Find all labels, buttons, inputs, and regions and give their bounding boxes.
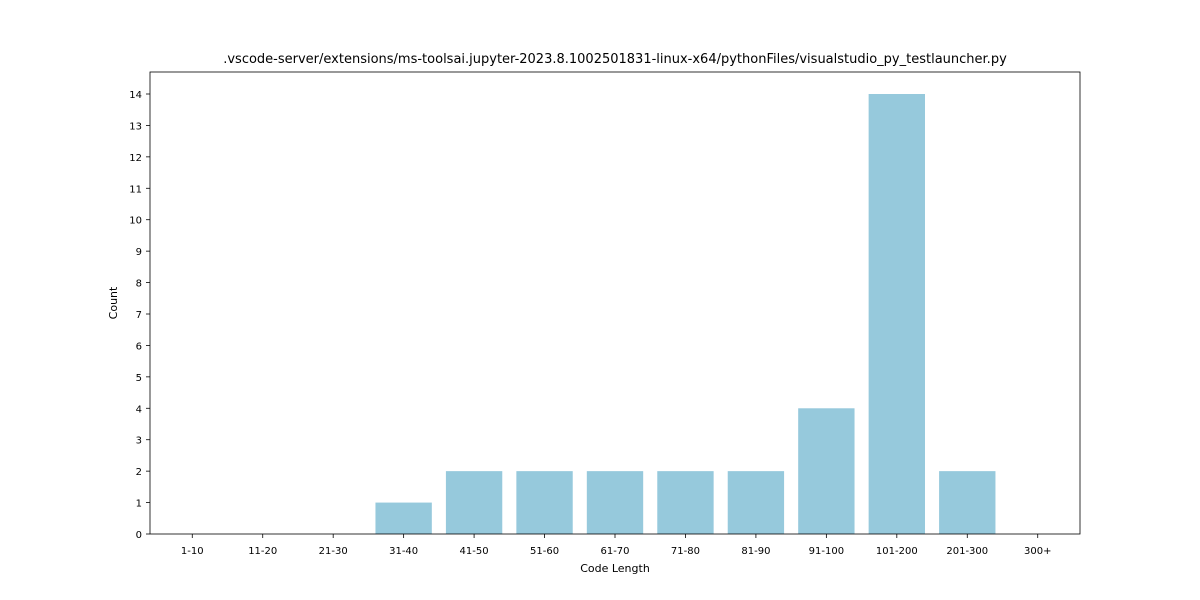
plot-frame: [149, 71, 1081, 535]
y-tick-label: 14: [129, 90, 142, 101]
bar-31-40: [375, 502, 432, 534]
x-tick-label: 11-20: [248, 546, 277, 557]
y-tick-label: 6: [136, 341, 142, 352]
bars-layer: [375, 94, 996, 534]
x-tick-label: 21-30: [319, 546, 348, 557]
x-tick-label: 101-200: [876, 546, 918, 557]
y-tick-label: 9: [136, 247, 142, 258]
bar-71-80: [657, 471, 714, 534]
bar-91-100: [798, 408, 855, 534]
x-tick-label: 1-10: [181, 546, 204, 557]
y-tick-label: 1: [136, 499, 142, 510]
bar-51-60: [516, 471, 573, 534]
x-axis: 1-10 11-20 21-30 31-40 41-50 51-60 61-70 71-80 8…: [181, 534, 1051, 557]
x-tick-label: 31-40: [389, 546, 418, 557]
y-tick-label: 13: [129, 121, 142, 132]
x-tick-label: 51-60: [530, 546, 559, 557]
y-tick-label: 12: [129, 153, 142, 164]
x-tick-label: 41-50: [460, 546, 489, 557]
y-tick-label: 11: [129, 184, 142, 195]
x-tick-label: 91-100: [809, 546, 844, 557]
y-tick-label: 2: [136, 467, 142, 478]
x-axis-label: Code Length: [580, 562, 650, 575]
y-tick-label: 5: [136, 373, 142, 384]
bar-41-50: [445, 471, 503, 534]
bar-81-90: [727, 471, 785, 534]
x-tick-label: 61-70: [600, 546, 629, 557]
x-tick-label: 81-90: [741, 546, 770, 557]
y-axis-label: Count: [107, 286, 120, 319]
y-tick-label: 3: [136, 436, 142, 447]
y-tick-label: 4: [136, 404, 142, 415]
y-tick-label: 10: [129, 216, 142, 227]
chart-title: .vscode-server/extensions/ms-toolsai.jup…: [223, 52, 1007, 67]
y-tick-label: 0: [136, 530, 142, 541]
x-tick-label: 201-300: [946, 546, 988, 557]
x-tick-label: 300+: [1024, 546, 1051, 557]
x-tick-label: 71-80: [671, 546, 700, 557]
bar-61-70: [586, 471, 644, 534]
bar-201-300: [939, 471, 996, 534]
bar-101-200: [868, 94, 925, 534]
y-tick-label: 8: [136, 279, 142, 290]
y-tick-label: 7: [136, 310, 142, 321]
